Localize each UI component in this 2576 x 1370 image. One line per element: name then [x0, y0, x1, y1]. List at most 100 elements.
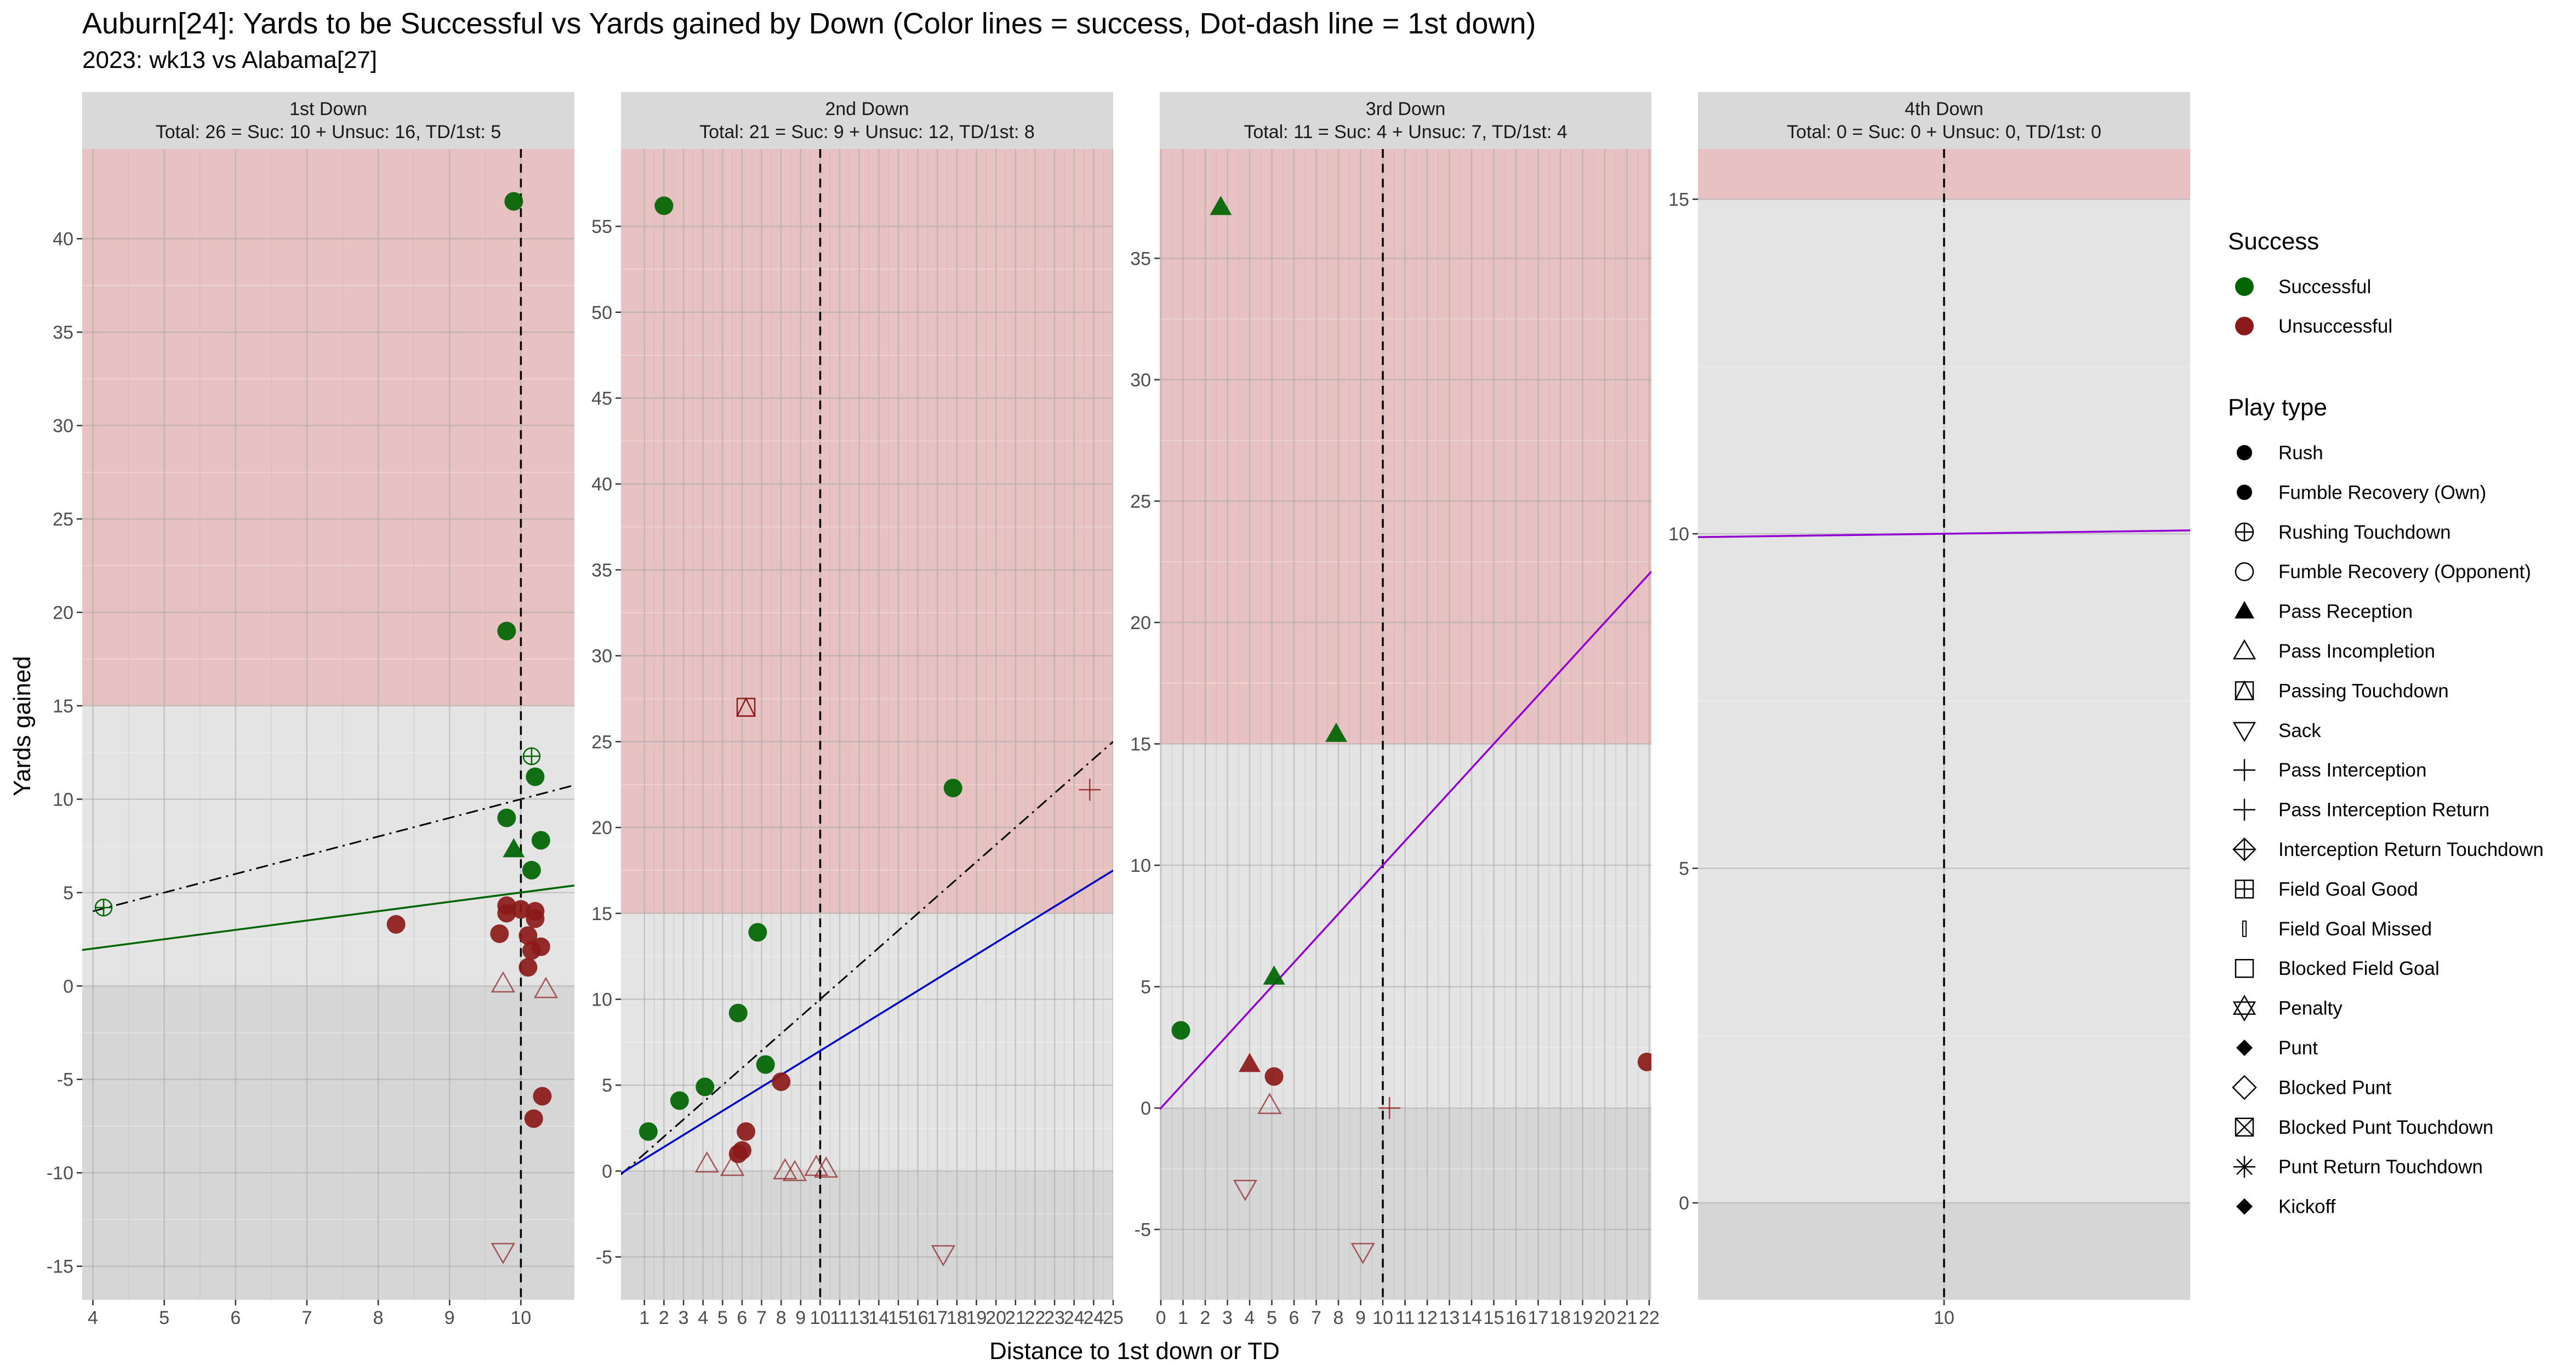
panel-strip — [621, 92, 1113, 149]
data-point — [814, 1156, 839, 1178]
x-tick-label: 10 — [510, 1308, 531, 1328]
x-tick-label: 8 — [373, 1308, 384, 1328]
x-tick-label: 5 — [1267, 1308, 1277, 1328]
data-point — [748, 923, 767, 942]
data-point — [1079, 779, 1101, 801]
panel-summary: Total: 21 = Suc: 9 + Unsuc: 12, TD/1st: … — [699, 122, 1035, 142]
x-tick-label: 17 — [1528, 1308, 1549, 1328]
data-point — [497, 808, 516, 827]
legend-item: Pass Reception — [2235, 601, 2413, 623]
data-point — [533, 977, 558, 998]
loss-band — [621, 1171, 1113, 1300]
data-point — [503, 838, 525, 858]
data-point — [728, 1144, 748, 1163]
y-tick-label: 20 — [1130, 613, 1151, 633]
panel-4: 4th Down Total: 0 = Suc: 0 + Unsuc: 0, TD… — [1668, 92, 2190, 1328]
data-point — [504, 192, 523, 211]
x-tick-label: 5 — [159, 1308, 169, 1328]
y-tick-label: -10 — [47, 1163, 73, 1184]
data-point — [533, 1087, 552, 1106]
x-tick-label: 18 — [947, 1308, 967, 1328]
legend-icon — [2235, 1117, 2254, 1137]
legend-label: Rush — [2278, 442, 2323, 464]
data-point — [756, 1055, 775, 1074]
legend-label: Penalty — [2278, 998, 2343, 1019]
data-point — [943, 778, 962, 797]
y-tick-label: 15 — [1130, 734, 1151, 755]
y-tick-label: 15 — [591, 904, 612, 924]
panel-3: 3rd Down Total: 11 = Suc: 4 + Unsuc: 7, T… — [1130, 92, 1660, 1328]
data-point — [772, 1072, 791, 1091]
x-axis-title: Distance to 1st down or TD — [989, 1338, 1280, 1365]
x-tick-label: 15 — [1484, 1308, 1504, 1328]
legend-icon — [2235, 958, 2254, 978]
legend-item: Interception Return Touchdown — [2232, 837, 2544, 861]
data-point — [1239, 1053, 1261, 1072]
legend-item: Unsuccessful — [2235, 316, 2392, 337]
y-tick-label: -15 — [47, 1257, 73, 1277]
chart-subtitle: 2023: wk13 vs Alabama[27] — [82, 47, 378, 73]
panel-1: 1st Down Total: 26 = Suc: 10 + Unsuc: 16,… — [47, 92, 574, 1328]
data-point — [94, 898, 113, 917]
legend-label: Punt Return Touchdown — [2278, 1156, 2483, 1178]
y-tick-label: 25 — [53, 509, 73, 530]
success-line — [82, 884, 574, 951]
data-point — [522, 747, 541, 766]
data-point — [1378, 1097, 1401, 1119]
y-tick-label: 40 — [53, 229, 73, 250]
data-point — [1637, 1052, 1651, 1071]
success-line — [1698, 529, 2190, 538]
success-line — [1160, 570, 1651, 1110]
x-tick-label: 9 — [795, 1308, 806, 1328]
data-point — [1210, 196, 1232, 215]
legend-item: Fumble Recovery (Own) — [2237, 482, 2486, 503]
legend-item: Passing Touchdown — [2234, 680, 2449, 701]
x-tick-label: 23 — [1044, 1308, 1065, 1328]
legend-label: Punt — [2278, 1037, 2318, 1059]
data-point — [670, 1091, 689, 1110]
legend-label: Sack — [2278, 720, 2321, 741]
legend-icon — [2232, 1075, 2257, 1100]
y-tick-label: 10 — [1130, 855, 1151, 876]
x-tick-label: 1 — [639, 1308, 649, 1328]
legend-icon — [2235, 880, 2254, 899]
x-tick-label: 24 — [1064, 1308, 1085, 1328]
x-tick-label: 3 — [1222, 1308, 1233, 1328]
legend-swatch — [2235, 277, 2254, 296]
data-point — [1257, 1093, 1282, 1114]
legend-item: Blocked Field Goal — [2235, 958, 2440, 979]
legend-item: Pass Interception Return — [2233, 798, 2489, 821]
data-point — [491, 1243, 516, 1264]
panel-summary: Total: 0 = Suc: 0 + Unsuc: 0, TD/1st: 0 — [1787, 122, 2101, 142]
legend-label: Unsuccessful — [2278, 316, 2392, 337]
y-tick-label: 25 — [591, 732, 612, 752]
x-tick-label: 7 — [756, 1308, 767, 1328]
x-tick-label: 16 — [1506, 1308, 1526, 1328]
y-tick-label: 30 — [53, 416, 73, 437]
data-point — [694, 1151, 719, 1173]
y-tick-label: 20 — [591, 818, 612, 838]
panel-title: 3rd Down — [1366, 99, 1446, 119]
legend-swatch — [2235, 317, 2254, 335]
x-tick-label: 25 — [1103, 1308, 1124, 1328]
legend-icon — [2237, 445, 2252, 460]
legend-item: Field Goal Good — [2235, 878, 2418, 900]
y-tick-label: 5 — [602, 1075, 612, 1096]
legend: Success Successful Unsuccessful Play type Ru… — [2228, 228, 2544, 1218]
x-tick-label: 4 — [698, 1308, 708, 1328]
data-point — [782, 1160, 807, 1181]
y-tick-label: 15 — [53, 696, 73, 717]
x-tick-label: 20 — [985, 1308, 1006, 1328]
panel-strip — [82, 92, 574, 149]
legend-item: Blocked Punt — [2232, 1075, 2392, 1100]
x-tick-label: 5 — [717, 1308, 728, 1328]
x-tick-label: 6 — [737, 1308, 747, 1328]
x-tick-label: 10 — [810, 1308, 831, 1328]
data-point — [491, 971, 516, 993]
legend-icon — [2236, 1040, 2253, 1056]
x-tick-label: 13 — [1439, 1308, 1460, 1328]
legend-label: Blocked Field Goal — [2278, 958, 2440, 979]
legend-label: Pass Interception Return — [2278, 800, 2489, 821]
legend-icon — [2232, 995, 2256, 1022]
x-tick-label: 9 — [1355, 1308, 1366, 1328]
